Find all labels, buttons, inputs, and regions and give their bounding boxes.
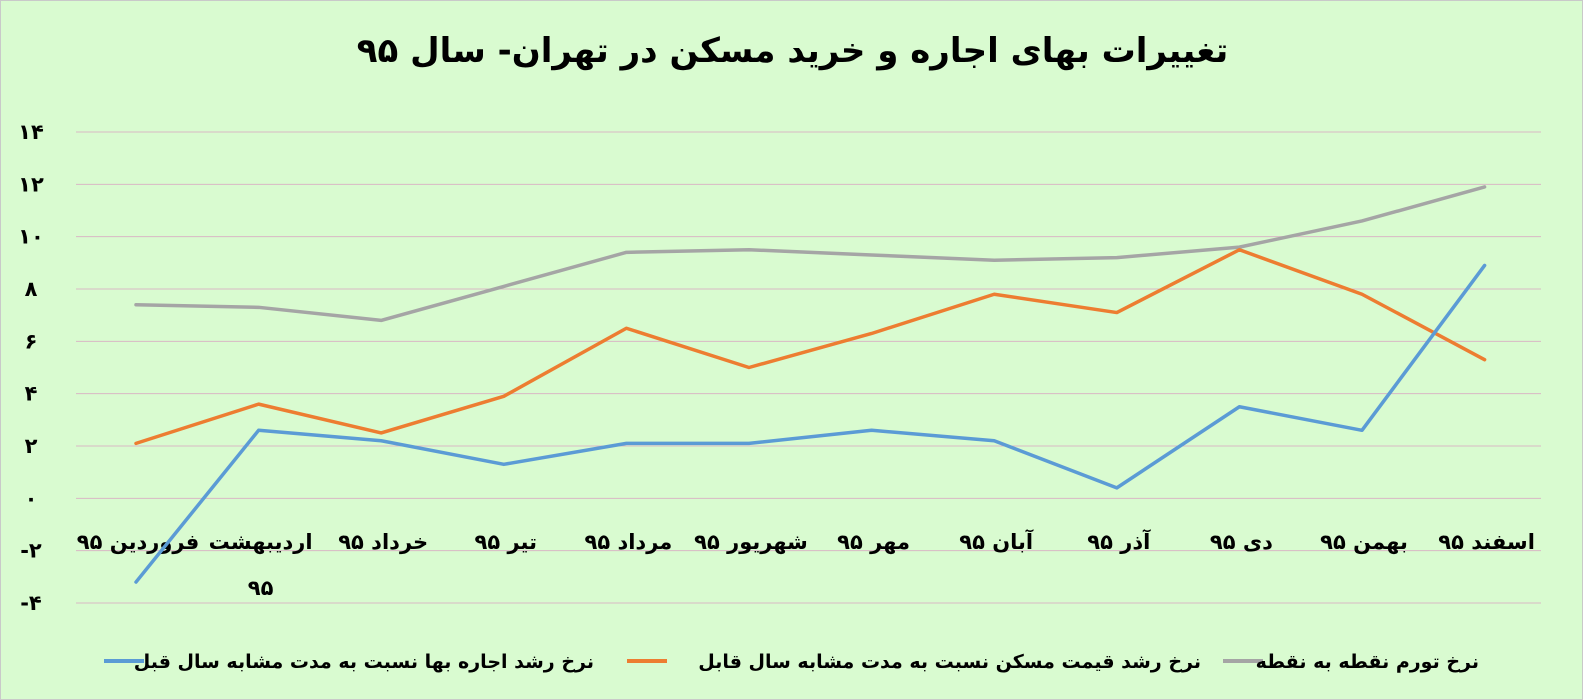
y-tick-label: ۶ xyxy=(25,329,38,353)
x-tick-label: تیر ۹۵ xyxy=(475,530,537,554)
x-tick-label: اسفند ۹۵ xyxy=(1438,530,1535,554)
x-tick-label: مهر ۹۵ xyxy=(837,530,910,554)
y-tick-label: -۲ xyxy=(20,539,42,563)
y-tick-label: ۱۴ xyxy=(18,120,44,144)
x-tick-label: مرداد ۹۵ xyxy=(585,530,673,554)
x-axis: فروردین ۹۵ اردیبهشت ۹۵ خرداد ۹۵ تیر ۹۵ مرداد … xyxy=(77,529,1535,600)
chart-title: تغییرات بهای اجاره و خرید مسکن در تهران-… xyxy=(356,31,1229,71)
series-line-2 xyxy=(134,185,1487,323)
series-group xyxy=(134,185,1487,584)
x-tick-label: آبان ۹۵ xyxy=(959,529,1034,554)
legend-label: نرخ تورم نقطه به نقطه xyxy=(1256,651,1479,673)
x-tick-label: آذر ۹۵ xyxy=(1087,529,1151,554)
gridlines xyxy=(76,131,1541,604)
y-tick-label: ۴ xyxy=(25,382,38,406)
x-tick-label: خرداد ۹۵ xyxy=(338,530,428,554)
y-tick-label: ۲ xyxy=(25,434,38,458)
legend-label: نرخ رشد قیمت مسکن نسبت به مدت مشابه سال … xyxy=(698,651,1201,673)
x-tick-label: ۹۵ xyxy=(248,576,274,600)
x-tick-label: اردیبهشت xyxy=(209,530,313,554)
series-line-1 xyxy=(134,248,1487,446)
x-tick-label: دی ۹۵ xyxy=(1210,530,1273,554)
y-tick-label: ۰ xyxy=(25,486,38,510)
y-tick-label: ۱۲ xyxy=(18,172,44,196)
x-tick-label: بهمن ۹۵ xyxy=(1320,530,1408,554)
y-tick-label: -۴ xyxy=(20,591,42,615)
legend: نرخ رشد اجاره بها نسبت به مدت مشابه سال … xyxy=(104,651,1479,673)
y-axis: ۱۴ ۱۲ ۱۰ ۸ ۶ ۴ ۲ ۰ -۲ -۴ xyxy=(18,120,44,615)
x-tick-label: فروردین ۹۵ xyxy=(77,530,199,554)
series-line-0 xyxy=(134,263,1487,584)
y-tick-label: ۱۰ xyxy=(18,225,44,249)
legend-label: نرخ رشد اجاره بها نسبت به مدت مشابه سال … xyxy=(134,651,594,673)
x-tick-label: شهریور ۹۵ xyxy=(694,530,808,554)
y-tick-label: ۸ xyxy=(25,277,38,301)
